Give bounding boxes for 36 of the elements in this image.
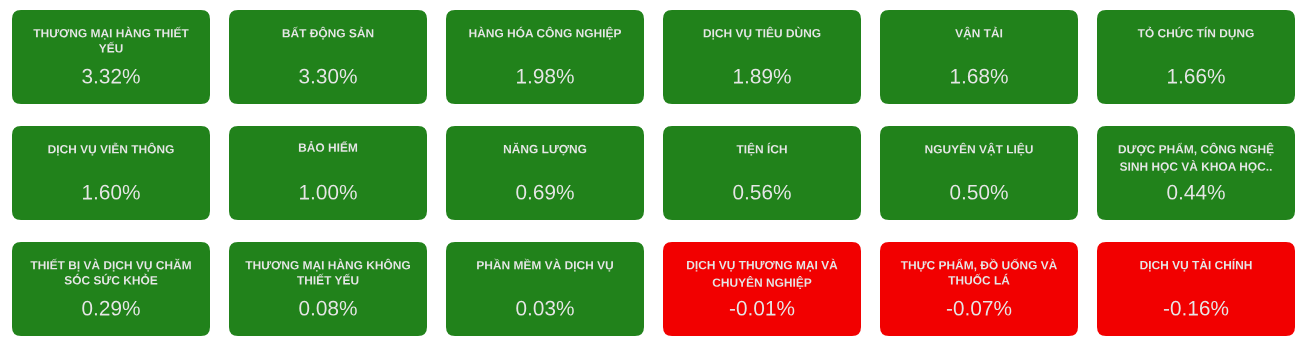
category-label: NGUYÊN VẬT LIỆU [925, 142, 1033, 156]
data-label: 1.60% [83, 184, 140, 200]
category-label: DỊCH VỤ VIỄN THÔNG [48, 142, 174, 156]
data-label: 1.66% [1168, 68, 1225, 84]
data-label: 1.98% [517, 68, 574, 84]
data-label: 1.00% [300, 184, 357, 200]
data-label: 1.68% [951, 68, 1008, 84]
data-label: 3.30% [299, 68, 357, 84]
category-label: THIẾT BỊ VÀ DỊCH VỤ CHĂM SÓC SỨC KHỎE [30, 258, 191, 285]
data-label: 3.32% [82, 68, 140, 84]
category-label: HÀNG HÓA CÔNG NGHIỆP [469, 26, 622, 40]
category-label: DỊCH VỤ THƯƠNG MẠI VÀ CHUYÊN NGHIỆP [687, 258, 838, 289]
category-label: NĂNG LƯỢNG [503, 142, 587, 156]
data-label: 0.44% [1167, 184, 1225, 200]
category-label: TỎ CHỨC TÍN DỤNG [1137, 26, 1254, 40]
data-label: -0.16% [1163, 300, 1229, 316]
category-label: THỰC PHẨM, ĐỒ UỐNG VÀ THUỐC LÁ [900, 258, 1057, 285]
data-label: 0.69% [516, 184, 574, 200]
data-label: 0.03% [516, 300, 574, 316]
data-label: 0.08% [299, 300, 357, 316]
data-label: -0.07% [946, 300, 1012, 316]
data-label: 1.89% [734, 68, 791, 84]
category-label: BẢO HIỂM [298, 140, 358, 152]
category-label: VẬN TẢI [955, 26, 1003, 40]
category-label: TIỆN ÍCH [736, 142, 787, 156]
data-label: -0.01% [729, 300, 795, 316]
category-label: DỊCH VỤ TIÊU DÙNG [703, 26, 821, 40]
category-label: DƯỢC PHẨM, CÔNG NGHỆ SINH HỌC VÀ KHOA HỌC.. [1118, 142, 1274, 173]
category-label: DỊCH VỤ TÀI CHÍNH [1140, 258, 1252, 272]
data-label: 0.29% [82, 300, 140, 316]
data-label: 0.56% [733, 184, 791, 200]
category-label: THƯƠNG MẠI HÀNG KHÔNG THIẾT YẾU [245, 258, 410, 285]
data-label: 0.50% [950, 184, 1008, 200]
category-label: THƯƠNG MẠI HÀNG THIẾT YẾU [33, 26, 189, 53]
category-label: PHẦN MỀM VÀ DỊCH VỤ [477, 258, 613, 272]
category-label: BẤT ĐỘNG SẢN [282, 26, 374, 40]
